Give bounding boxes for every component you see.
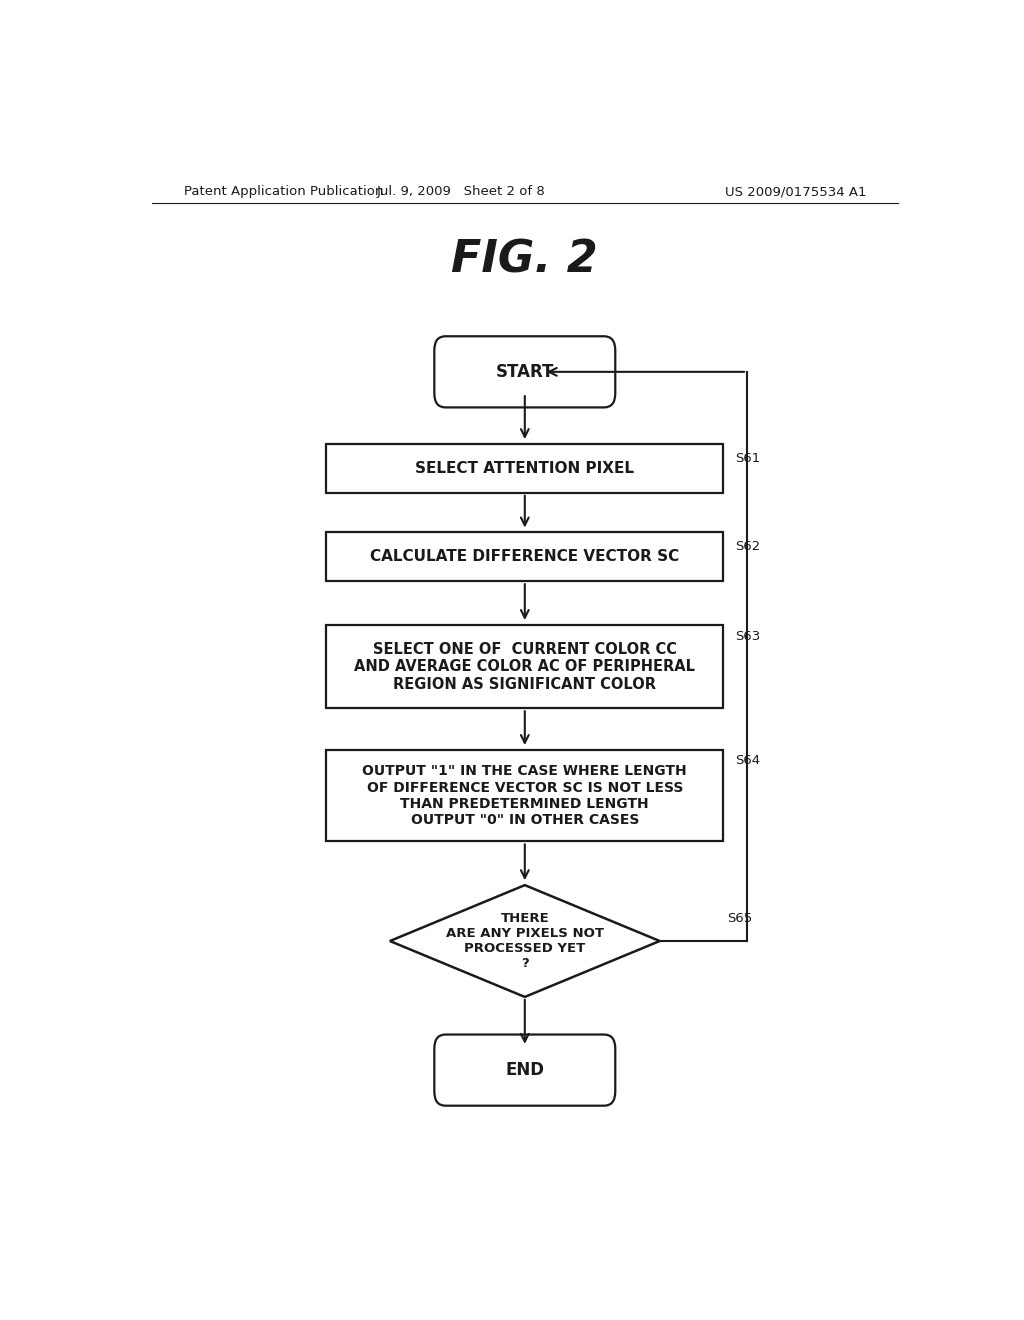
Text: CALCULATE DIFFERENCE VECTOR SC: CALCULATE DIFFERENCE VECTOR SC	[370, 549, 680, 565]
Text: SELECT ONE OF  CURRENT COLOR CC
AND AVERAGE COLOR AC OF PERIPHERAL
REGION AS SIG: SELECT ONE OF CURRENT COLOR CC AND AVERA…	[354, 642, 695, 692]
Text: OUTPUT "1" IN THE CASE WHERE LENGTH
OF DIFFERENCE VECTOR SC IS NOT LESS
THAN PRE: OUTPUT "1" IN THE CASE WHERE LENGTH OF D…	[362, 764, 687, 828]
Bar	[327, 444, 723, 492]
Text: START: START	[496, 363, 554, 381]
Text: S63: S63	[735, 630, 761, 643]
Text: SELECT ATTENTION PIXEL: SELECT ATTENTION PIXEL	[416, 461, 634, 477]
FancyBboxPatch shape	[434, 337, 615, 408]
FancyBboxPatch shape	[434, 1035, 615, 1106]
Text: Patent Application Publication: Patent Application Publication	[183, 185, 383, 198]
Text: FIG. 2: FIG. 2	[452, 239, 598, 281]
Bar	[327, 750, 723, 841]
Text: THERE
ARE ANY PIXELS NOT
PROCESSED YET
?: THERE ARE ANY PIXELS NOT PROCESSED YET ?	[445, 912, 604, 970]
Polygon shape	[390, 886, 659, 997]
Text: S62: S62	[735, 540, 761, 553]
Text: S61: S61	[735, 451, 761, 465]
Text: US 2009/0175534 A1: US 2009/0175534 A1	[725, 185, 866, 198]
Bar	[327, 624, 723, 709]
Text: Jul. 9, 2009   Sheet 2 of 8: Jul. 9, 2009 Sheet 2 of 8	[377, 185, 546, 198]
Text: S64: S64	[735, 754, 760, 767]
Bar	[327, 532, 723, 581]
Text: S65: S65	[727, 912, 753, 925]
Text: END: END	[505, 1061, 545, 1080]
